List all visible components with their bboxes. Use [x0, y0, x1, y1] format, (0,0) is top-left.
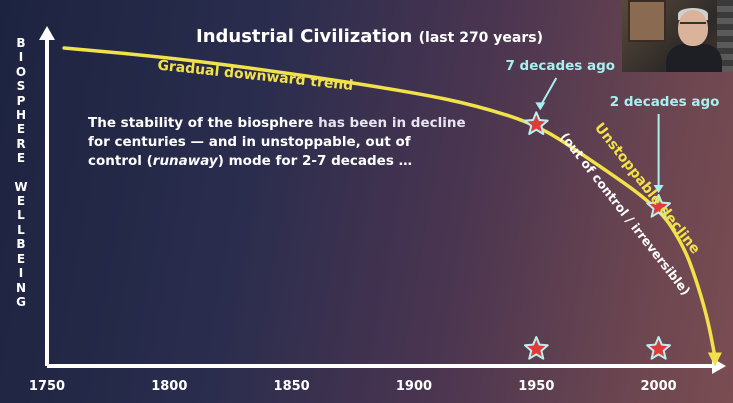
body-line-1-b: has been in decline: [318, 115, 466, 131]
callout-label: 2 decades ago: [610, 94, 720, 110]
video-presenter-torso: [666, 44, 722, 72]
y-axis-label-letter: G: [16, 294, 26, 309]
video-presenter-glasses: [680, 22, 706, 28]
y-axis-label-letter: E: [16, 194, 26, 209]
video-presenter-head: [678, 10, 708, 46]
slide-body-text: The stability of the biosphere has been …: [88, 114, 488, 171]
x-tick-label: 1950: [518, 379, 554, 394]
series-arrowhead: [707, 352, 722, 367]
y-axis-label-letter: B: [16, 237, 26, 252]
y-axis-label-letter: N: [15, 280, 27, 295]
y-axis-label-letter: E: [16, 251, 26, 266]
x-tick-label: 1900: [396, 379, 432, 394]
y-axis-label-letter: L: [17, 208, 25, 223]
y-axis-label-letter: I: [18, 266, 24, 281]
x-tick-label: 1850: [274, 379, 310, 394]
y-axis-label-letter: R: [16, 136, 26, 151]
y-axis-label-letter: E: [16, 151, 26, 166]
chart-title-main: Industrial Civilization: [196, 26, 413, 47]
y-axis-label-letter: E: [16, 122, 26, 137]
y-axis-label-letter: W: [14, 179, 28, 194]
body-line-3-b: ) mode for 2-7 decades …: [217, 153, 413, 169]
curve-star: [523, 111, 549, 135]
body-line-2: for centuries — and in unstoppable, out …: [88, 134, 411, 150]
video-bookshelf: [717, 0, 733, 72]
y-axis-arrowhead: [39, 26, 55, 40]
body-line-1: The stability of the biosphere has been …: [88, 114, 488, 133]
body-line-3-a: control (: [88, 153, 153, 169]
video-wall-frame: [628, 0, 666, 42]
y-axis-label-letter: [10, 166, 32, 180]
body-line-1-a: The stability of the biosphere: [88, 115, 319, 131]
chart-title: Industrial Civilization (last 270 years): [196, 26, 543, 47]
y-axis-label-letter: S: [16, 79, 26, 94]
axis-star: [523, 336, 549, 360]
callout-arrowhead: [535, 102, 546, 111]
callout-arrow-line: [539, 77, 558, 107]
y-axis-label-letter: I: [18, 50, 24, 65]
x-tick-label: 2000: [641, 379, 677, 394]
curve-star: [646, 194, 671, 218]
y-axis-label-letter: B: [16, 36, 26, 50]
y-axis-label-letter: H: [15, 108, 27, 123]
callout-arrowhead: [653, 185, 664, 193]
y-axis-label-letter: P: [16, 93, 26, 108]
chart-title-sub: (last 270 years): [418, 30, 544, 46]
y-axis-label-letter: O: [15, 64, 27, 79]
x-tick-label: 1750: [29, 379, 65, 394]
annotation-label: Gradual downward trend: [157, 58, 354, 94]
body-line-3: control (runaway) mode for 2-7 decades …: [88, 152, 488, 171]
callout-label: 7 decades ago: [505, 58, 615, 74]
x-tick-label: 1800: [151, 379, 187, 394]
axis-star: [646, 336, 671, 360]
presenter-video: [622, 0, 733, 72]
y-axis-label-letter: L: [17, 222, 25, 237]
series-line: [62, 46, 717, 359]
body-line-3-em: runaway: [152, 153, 218, 169]
